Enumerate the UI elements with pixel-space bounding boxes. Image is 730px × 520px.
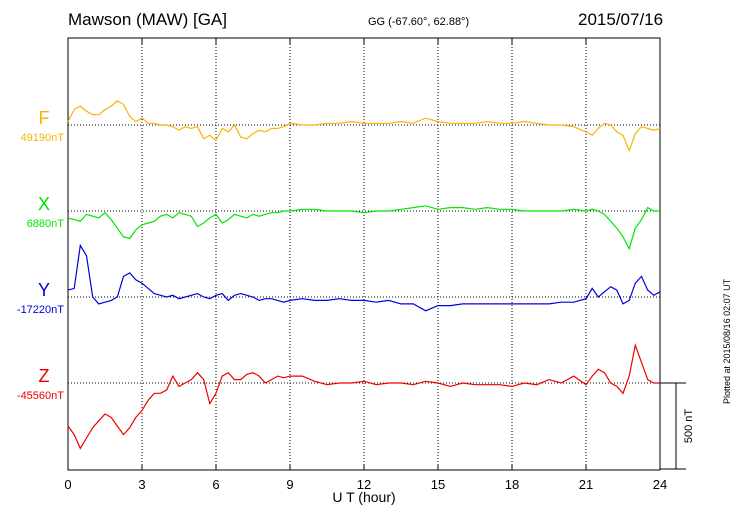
plotted-timestamp: Plotted at 2015/08/16 02:07 UT bbox=[722, 278, 730, 404]
series-name-z: Z bbox=[39, 366, 50, 386]
x-axis-label: U T (hour) bbox=[332, 489, 395, 505]
trace-f bbox=[67, 100, 661, 153]
date-label: 2015/07/16 bbox=[578, 10, 664, 29]
x-tick-label: 12 bbox=[357, 477, 371, 492]
x-tick-label: 24 bbox=[653, 477, 667, 492]
series-name-y: Y bbox=[38, 280, 50, 300]
series-baseline-x: 6880nT bbox=[27, 218, 65, 230]
station-title: Mawson (MAW) [GA] bbox=[68, 10, 227, 29]
series-baseline-f: 49190nT bbox=[21, 132, 65, 144]
x-tick-label: 18 bbox=[505, 477, 519, 492]
trace-x bbox=[67, 205, 660, 251]
grid bbox=[141, 38, 587, 470]
x-tick-label: 3 bbox=[138, 477, 145, 492]
x-ticks: 0 3 6 9 12 15 18 21 24 bbox=[64, 38, 667, 492]
series-name-f: F bbox=[39, 108, 50, 128]
station-coordinates: GG (-67.60°, 62.88°) bbox=[368, 16, 470, 28]
series-baseline-y: -17220nT bbox=[17, 304, 64, 316]
x-tick-label: 0 bbox=[64, 477, 71, 492]
series-name-x: X bbox=[38, 194, 50, 214]
series-labels: F 49190nT X 6880nT Y -17220nT Z -45560nT bbox=[17, 108, 64, 402]
x-tick-label: 6 bbox=[212, 477, 219, 492]
scale-bar-label: 500 nT bbox=[683, 409, 695, 444]
scale-bar: 500 nT bbox=[660, 382, 695, 470]
x-tick-label: 15 bbox=[431, 477, 445, 492]
traces bbox=[67, 100, 661, 450]
x-tick-label: 21 bbox=[579, 477, 593, 492]
x-tick-label: 9 bbox=[286, 477, 293, 492]
trace-y bbox=[67, 243, 661, 312]
trace-z bbox=[67, 342, 660, 450]
series-baseline-z: -45560nT bbox=[17, 390, 64, 402]
